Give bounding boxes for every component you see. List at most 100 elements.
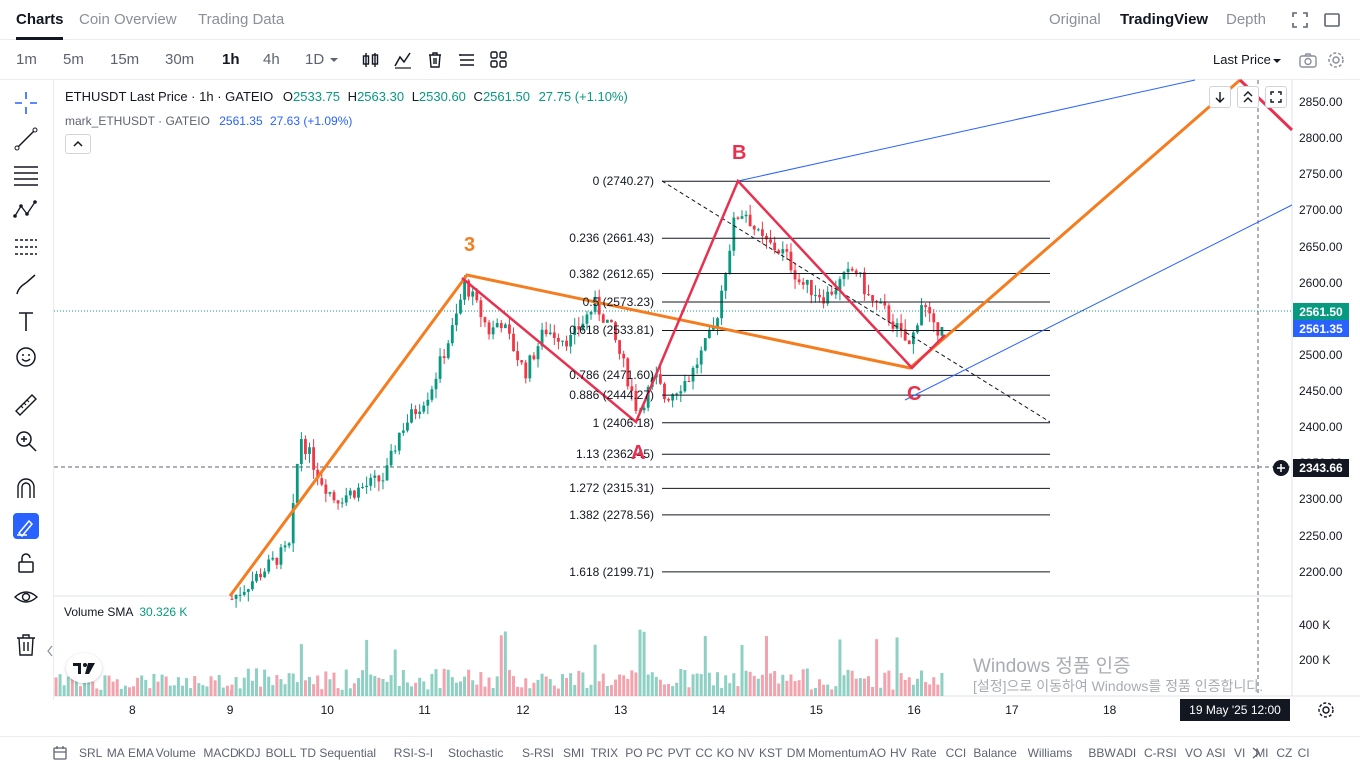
interval-1h[interactable]: 1h bbox=[222, 51, 240, 68]
interval-1d[interactable]: 1D bbox=[305, 51, 325, 68]
indicator-stochastic[interactable]: Stochastic bbox=[448, 746, 504, 760]
emoji-icon[interactable] bbox=[13, 344, 39, 370]
text-tool-icon[interactable] bbox=[13, 308, 39, 334]
candle bbox=[703, 338, 707, 352]
chevron-down-icon[interactable] bbox=[328, 54, 348, 74]
interval-4h[interactable]: 4h bbox=[263, 51, 280, 68]
indicators-icon[interactable] bbox=[393, 50, 413, 70]
interval-15m[interactable]: 15m bbox=[110, 51, 140, 68]
indicator-cc[interactable]: CC bbox=[695, 746, 713, 760]
layout-grid-icon[interactable] bbox=[489, 50, 509, 70]
indicator-ema[interactable]: EMA bbox=[128, 746, 155, 760]
calendar-icon[interactable] bbox=[52, 745, 68, 761]
fullscreen-icon[interactable] bbox=[1292, 12, 1308, 28]
indicator-smi[interactable]: SMI bbox=[563, 746, 585, 760]
eye-icon[interactable] bbox=[13, 584, 39, 610]
pattern-icon[interactable] bbox=[13, 196, 39, 222]
collapse-sidebar-icon[interactable] bbox=[47, 642, 53, 660]
collapse-legend-button[interactable] bbox=[65, 134, 91, 154]
zoom-in-icon[interactable] bbox=[13, 428, 39, 454]
drawings[interactable] bbox=[228, 78, 1294, 597]
volume-bar bbox=[234, 677, 238, 696]
interval-5m[interactable]: 5m bbox=[63, 51, 84, 68]
indicator-rate[interactable]: Rate bbox=[911, 746, 937, 760]
add-alert-icon[interactable] bbox=[1271, 458, 1291, 478]
indicator-po[interactable]: PO bbox=[625, 746, 643, 760]
indicator-cz[interactable]: CZ bbox=[1276, 746, 1293, 760]
indicator-volume[interactable]: Volume bbox=[155, 746, 196, 760]
indicator-nv[interactable]: NV bbox=[737, 746, 755, 760]
chevron-right-icon[interactable] bbox=[1250, 745, 1262, 761]
trash-icon[interactable] bbox=[425, 50, 445, 70]
indicator-rsi-s-i[interactable]: RSI-S-I bbox=[393, 746, 434, 760]
indicator-dm[interactable]: DM bbox=[786, 746, 806, 760]
indicator-pvt[interactable]: PVT bbox=[667, 746, 691, 760]
view-original[interactable]: Original bbox=[1049, 11, 1101, 28]
windows-activation-text: [설정]으로 이동하여 Windows를 정품 인증합니다. bbox=[973, 678, 1264, 694]
interval-30m[interactable]: 30m bbox=[165, 51, 195, 68]
tab-charts[interactable]: Charts bbox=[16, 11, 64, 28]
chevron-down-icon[interactable] bbox=[1272, 56, 1292, 76]
indicator-macd[interactable]: MACD bbox=[203, 746, 239, 760]
collapse-panes-button[interactable] bbox=[1237, 86, 1259, 108]
candle bbox=[585, 311, 589, 331]
indicator-c-rsi[interactable]: C-RSI bbox=[1144, 746, 1177, 760]
tab-trading-data[interactable]: Trading Data bbox=[198, 11, 285, 28]
settings-gear-icon[interactable] bbox=[1326, 50, 1346, 70]
indicator-momentum[interactable]: Momentum bbox=[808, 746, 869, 760]
tab-coin-overview[interactable]: Coin Overview bbox=[79, 11, 177, 28]
indicator-vo[interactable]: VO bbox=[1185, 746, 1203, 760]
indicator-ko[interactable]: KO bbox=[716, 746, 734, 760]
volume-bar bbox=[365, 639, 369, 696]
fib-level-label: 0.5 (2573.23) bbox=[582, 294, 654, 309]
indicator-td-sequential[interactable]: TD Sequential bbox=[300, 746, 377, 760]
view-tradingview[interactable]: TradingView bbox=[1120, 11, 1209, 28]
candle bbox=[744, 210, 748, 223]
indicator-srl[interactable]: SRL bbox=[79, 746, 103, 760]
window-icon[interactable] bbox=[1324, 12, 1340, 28]
interval-1m[interactable]: 1m bbox=[16, 51, 37, 68]
blue-channel-lower bbox=[904, 204, 1293, 401]
indicator-s-rsi[interactable]: S-RSI bbox=[522, 746, 555, 760]
indicator-balance[interactable]: Balance bbox=[973, 746, 1017, 760]
list-icon[interactable] bbox=[457, 50, 477, 70]
indicator-mi[interactable]: MI bbox=[1255, 746, 1269, 760]
view-depth[interactable]: Depth bbox=[1226, 11, 1267, 28]
indicator-ao[interactable]: AO bbox=[868, 746, 887, 760]
maximize-pane-button[interactable] bbox=[1265, 86, 1287, 108]
indicator-ci[interactable]: CI bbox=[1297, 746, 1310, 760]
brush-icon[interactable] bbox=[13, 272, 39, 298]
indicator-kst[interactable]: KST bbox=[759, 746, 783, 760]
indicator-ma[interactable]: MA bbox=[106, 746, 125, 760]
scroll-down-button[interactable] bbox=[1209, 86, 1231, 108]
drawing-mode-icon[interactable] bbox=[13, 513, 39, 539]
fibonacci-extension[interactable] bbox=[661, 180, 1051, 573]
trend-line-icon[interactable] bbox=[13, 126, 39, 152]
volume-bar bbox=[107, 675, 111, 696]
price-chart[interactable] bbox=[0, 0, 1360, 736]
indicator-cci[interactable]: CCI bbox=[945, 746, 967, 760]
indicator-adi[interactable]: ADI bbox=[1116, 746, 1137, 760]
indicator-bbw[interactable]: BBW bbox=[1088, 746, 1116, 760]
crosshair-icon[interactable] bbox=[13, 90, 39, 116]
indicator-vi[interactable]: VI bbox=[1234, 746, 1246, 760]
indicator-kdj[interactable]: KDJ bbox=[237, 746, 261, 760]
indicator-hv[interactable]: HV bbox=[890, 746, 907, 760]
horizontal-lines-icon[interactable] bbox=[13, 162, 39, 188]
indicator-pc[interactable]: PC bbox=[646, 746, 664, 760]
volume-bar bbox=[397, 685, 401, 696]
chart-settings-icon[interactable] bbox=[1317, 701, 1335, 719]
ruler-icon[interactable] bbox=[13, 392, 39, 418]
volume-bar bbox=[928, 684, 932, 696]
lock-icon[interactable] bbox=[13, 550, 39, 576]
fib-tool-icon[interactable] bbox=[13, 234, 39, 260]
trash-icon[interactable] bbox=[13, 632, 39, 658]
indicator-boll[interactable]: BOLL bbox=[265, 746, 297, 760]
price-mode-select[interactable]: Last Price bbox=[1213, 52, 1271, 67]
indicator-williams[interactable]: Williams bbox=[1027, 746, 1073, 760]
indicator-asi[interactable]: ASI bbox=[1206, 746, 1226, 760]
indicator-trix[interactable]: TRIX bbox=[590, 746, 619, 760]
candlestick-icon[interactable] bbox=[361, 50, 381, 70]
magnet-icon[interactable] bbox=[13, 476, 39, 502]
camera-icon[interactable] bbox=[1298, 50, 1318, 70]
